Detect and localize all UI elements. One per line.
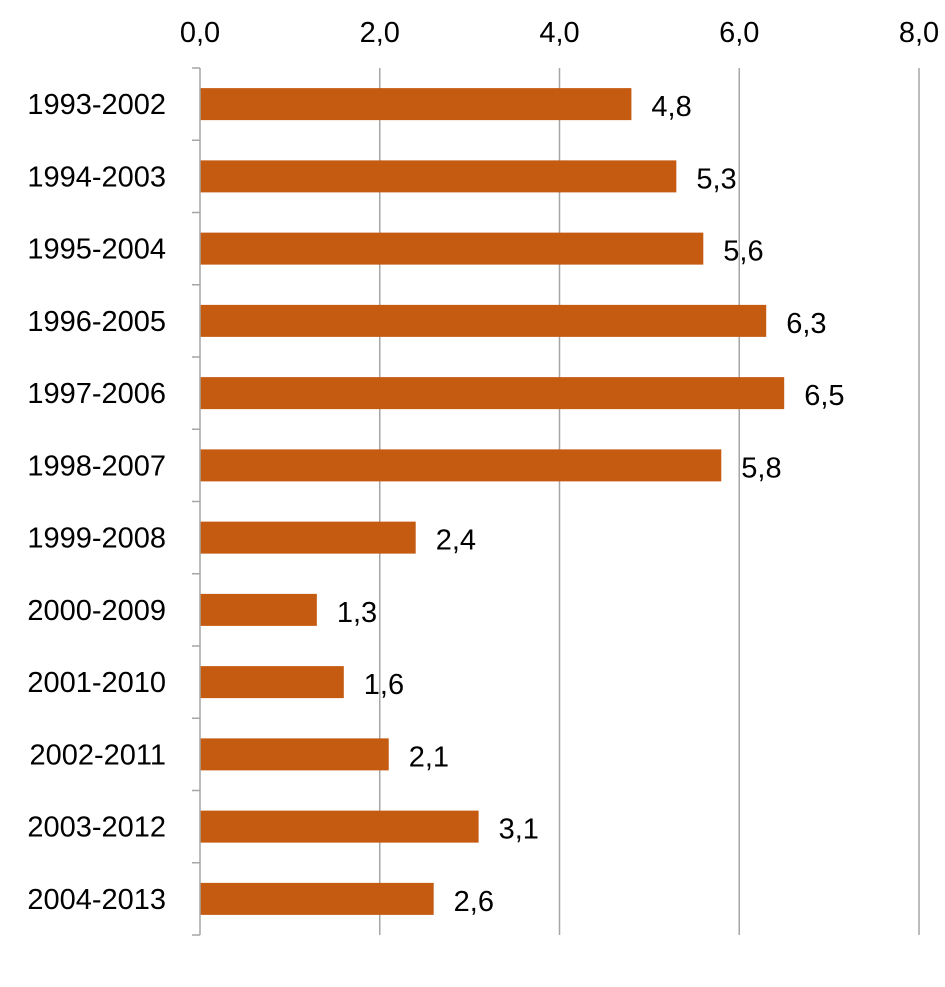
data-labels: 1993-2002 4,8 1994-2003 5,3 1995-2004 5,6 1996… bbox=[27, 89, 844, 918]
data-label: 1,6 bbox=[364, 669, 404, 701]
gridlines bbox=[379, 68, 920, 935]
category-label: 1998-2007 bbox=[27, 450, 166, 482]
data-label: 4,8 bbox=[651, 91, 691, 123]
bar bbox=[200, 593, 317, 626]
category-label: 2001-2010 bbox=[27, 667, 166, 699]
category-label: 1993-2002 bbox=[27, 89, 166, 121]
bar bbox=[200, 810, 479, 843]
bar bbox=[200, 449, 722, 482]
value-axis-ticks: 0,0 2,0 4,0 6,0 8,0 bbox=[180, 17, 939, 49]
data-label: 5,8 bbox=[741, 452, 781, 484]
data-label: 3,1 bbox=[499, 814, 539, 846]
bar bbox=[200, 88, 632, 121]
category-label: 1996-2005 bbox=[27, 306, 166, 338]
x-tick-label: 8,0 bbox=[899, 17, 939, 49]
data-label: 1,3 bbox=[337, 597, 377, 629]
bar bbox=[200, 160, 677, 193]
data-label: 5,3 bbox=[696, 163, 736, 195]
x-tick-label: 4,0 bbox=[539, 17, 579, 49]
bar bbox=[200, 882, 434, 915]
category-label: 1997-2006 bbox=[27, 378, 166, 410]
bar bbox=[200, 521, 416, 554]
category-label: 2002-2011 bbox=[29, 739, 166, 771]
data-label: 6,3 bbox=[786, 308, 826, 340]
category-label: 2000-2009 bbox=[27, 595, 166, 627]
data-label: 2,1 bbox=[409, 741, 449, 773]
category-label: 1995-2004 bbox=[27, 234, 166, 266]
bar bbox=[200, 738, 389, 771]
data-label: 2,4 bbox=[436, 525, 476, 557]
bar bbox=[200, 232, 704, 265]
category-label: 1994-2003 bbox=[27, 161, 166, 193]
data-label: 5,6 bbox=[723, 236, 763, 268]
bars bbox=[200, 88, 785, 915]
data-label: 2,6 bbox=[454, 886, 494, 918]
category-label: 2003-2012 bbox=[27, 812, 166, 844]
bar bbox=[200, 666, 344, 699]
data-label: 6,5 bbox=[804, 380, 844, 412]
bar bbox=[200, 377, 785, 410]
bar bbox=[200, 304, 767, 337]
category-axis bbox=[192, 67, 201, 936]
x-tick-label: 0,0 bbox=[180, 17, 220, 49]
x-tick-label: 2,0 bbox=[360, 17, 400, 49]
category-label: 1999-2008 bbox=[27, 523, 166, 555]
category-label: 2004-2013 bbox=[27, 884, 166, 916]
x-tick-label: 6,0 bbox=[719, 17, 759, 49]
